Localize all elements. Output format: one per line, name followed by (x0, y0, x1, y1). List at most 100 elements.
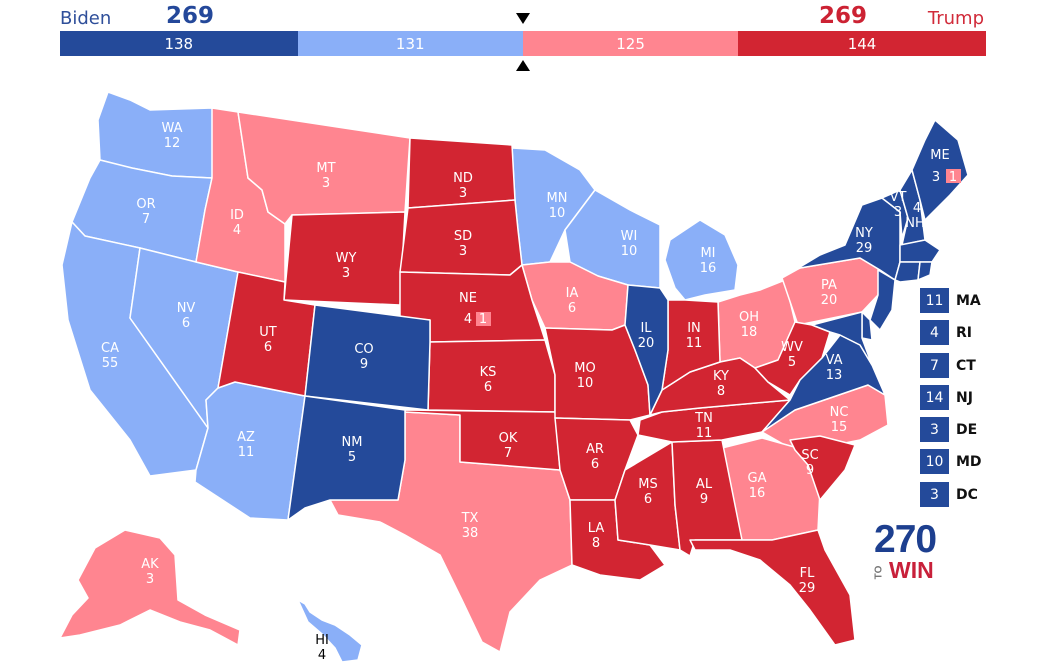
trump-name: Trump (927, 8, 984, 29)
state-VT[interactable] (881, 189, 909, 239)
state-CT[interactable] (894, 261, 921, 283)
small-state-RI[interactable]: 4 RI (920, 320, 972, 345)
label-GA-abbr: GA (748, 471, 767, 486)
small-state-MD[interactable]: 10 MD (920, 449, 982, 474)
label-NH-votes: 4 (913, 201, 921, 216)
state-ME[interactable] (911, 119, 969, 221)
label-OH-abbr: OH (739, 310, 759, 325)
state-MD[interactable] (811, 311, 873, 366)
label-ID-abbr: ID (230, 208, 244, 223)
label-NH-abbr: NH (905, 216, 925, 231)
label-WI-votes: 10 (621, 244, 638, 259)
state-IL[interactable] (624, 284, 669, 416)
trump-total: 269 (818, 3, 867, 29)
logo-win: WIN (889, 557, 934, 583)
state-CA[interactable] (61, 221, 209, 477)
label-UT-abbr: UT (259, 325, 277, 340)
label-MN-abbr: MN (547, 191, 568, 206)
small-state-CT-votes: 7 (920, 353, 949, 378)
state-RI[interactable] (917, 261, 933, 281)
label-NE-district: 1 (479, 312, 487, 327)
label-VA-votes: 13 (826, 368, 843, 383)
label-KY-votes: 8 (717, 384, 725, 399)
label-AL-abbr: AL (696, 477, 713, 492)
label-MT-abbr: MT (316, 161, 335, 176)
label-CO-abbr: CO (354, 342, 373, 357)
state-CO[interactable] (304, 304, 431, 411)
small-state-DE[interactable]: 3 DE (920, 417, 977, 442)
label-AR-abbr: AR (586, 442, 604, 457)
270towin-logo[interactable]: 270 TO WIN (873, 520, 944, 584)
state-MI[interactable] (664, 219, 739, 301)
label-NM-abbr: NM (342, 435, 363, 450)
label-ME-district: 1 (949, 170, 957, 185)
state-NY[interactable] (794, 197, 901, 281)
label-MS-votes: 6 (644, 492, 652, 507)
label-ND-votes: 3 (459, 186, 467, 201)
label-GA-votes: 16 (749, 486, 766, 501)
label-CO-votes: 9 (360, 357, 368, 372)
label-TX-votes: 38 (462, 526, 479, 541)
state-HI[interactable] (297, 599, 363, 663)
state-WV[interactable] (754, 321, 831, 396)
small-state-MD-votes: 10 (920, 449, 949, 474)
label-SC-votes: 9 (806, 463, 814, 478)
label-FL-votes: 29 (799, 581, 816, 596)
state-SC[interactable] (789, 435, 856, 501)
label-NY-votes: 29 (856, 241, 873, 256)
state-NM[interactable] (287, 395, 406, 521)
small-state-RI-votes: 4 (920, 320, 949, 345)
label-KS-votes: 6 (484, 380, 492, 395)
label-KY-abbr: KY (713, 369, 729, 384)
label-SD-votes: 3 (459, 244, 467, 259)
label-SC-abbr: SC (801, 448, 818, 463)
label-NE-votes: 4 (464, 312, 472, 327)
state-NJ[interactable] (869, 269, 896, 331)
label-LA-abbr: LA (588, 521, 605, 536)
label-VA-abbr: VA (826, 353, 843, 368)
small-state-MA-votes: 11 (920, 288, 949, 313)
label-MT-votes: 3 (322, 176, 330, 191)
label-OK-abbr: OK (499, 431, 518, 446)
small-state-CT[interactable]: 7 CT (920, 353, 976, 378)
label-NV-abbr: NV (177, 301, 196, 316)
label-OK-votes: 7 (504, 446, 512, 461)
small-state-DC-label: DC (956, 486, 978, 503)
electoral-vote-bar: 138 131 125 144 (60, 31, 986, 56)
small-state-MA[interactable]: 11 MA (920, 288, 981, 313)
biden-total: 269 (166, 3, 215, 29)
label-AZ-abbr: AZ (237, 430, 255, 445)
label-NM-votes: 5 (348, 450, 356, 465)
label-SD-abbr: SD (454, 229, 472, 244)
state-AK[interactable] (59, 529, 241, 646)
state-FL[interactable] (689, 529, 856, 646)
state-AL[interactable] (671, 439, 743, 557)
label-PA-abbr: PA (821, 278, 837, 293)
state-MT[interactable] (237, 111, 411, 225)
label-KS-abbr: KS (480, 365, 497, 380)
label-IA-abbr: IA (566, 286, 579, 301)
label-ID-votes: 4 (233, 223, 241, 238)
label-CA-abbr: CA (101, 341, 119, 356)
biden-name: Biden (60, 8, 112, 29)
label-TN-abbr: TN (694, 411, 713, 426)
label-IL-abbr: IL (640, 321, 652, 336)
label-WA-abbr: WA (161, 121, 182, 136)
label-UT-votes: 6 (264, 340, 272, 355)
label-VT-votes: 3 (894, 205, 902, 220)
small-state-DC-votes: 3 (920, 482, 949, 507)
seg-likely-rep: 125 (522, 31, 739, 56)
district-marker-ne[interactable] (476, 312, 491, 326)
label-AL-votes: 9 (700, 492, 708, 507)
small-state-RI-label: RI (956, 324, 972, 341)
label-OH-votes: 18 (741, 325, 758, 340)
state-MA[interactable] (899, 239, 941, 263)
label-NE-abbr: NE (459, 291, 477, 306)
label-TN-votes: 11 (696, 426, 713, 441)
small-state-DC[interactable]: 3 DC (920, 482, 978, 507)
logo-to: TO (873, 565, 885, 580)
district-marker-me[interactable] (946, 169, 961, 183)
small-state-NJ[interactable]: 14 NJ (920, 385, 973, 410)
label-WV-abbr: WV (781, 340, 803, 355)
small-state-MD-label: MD (956, 453, 982, 470)
